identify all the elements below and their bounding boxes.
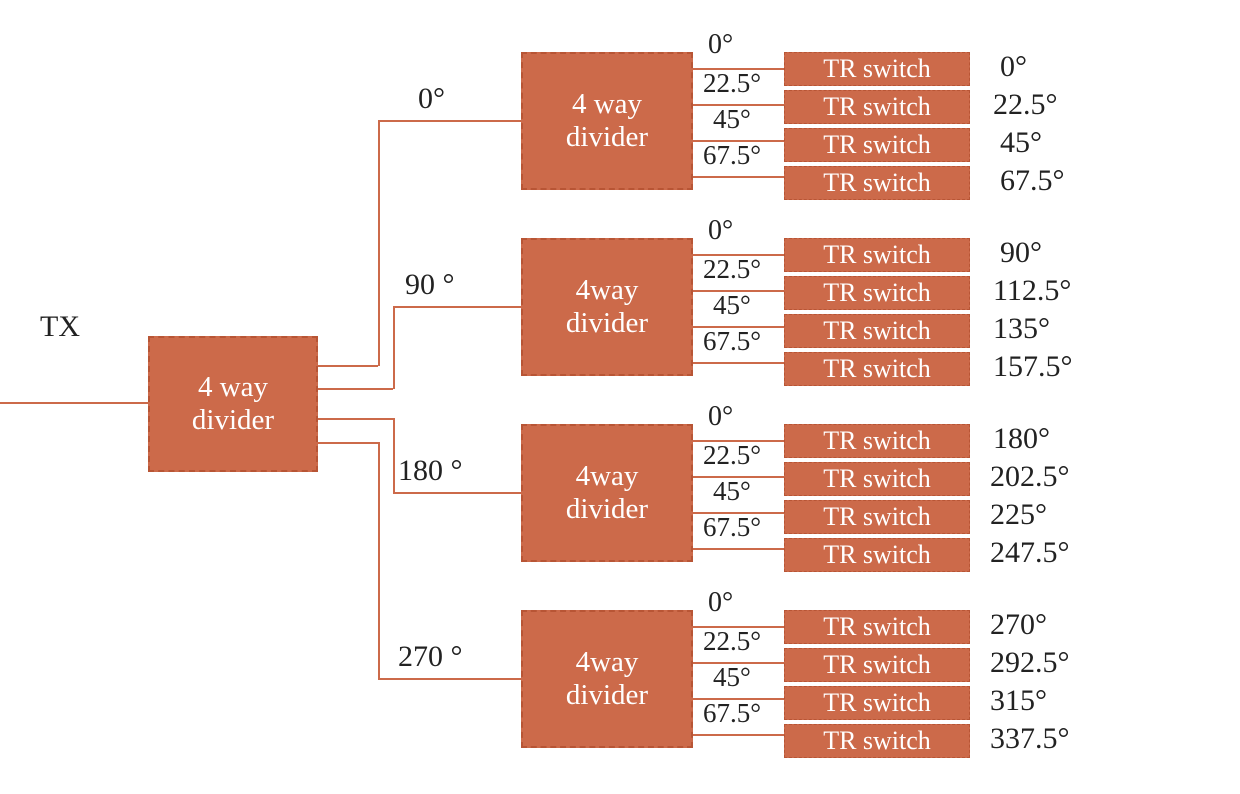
tr-switch-9: TR switch [784,462,970,496]
output-2: 45° [1000,126,1042,160]
output-3: 67.5° [1000,164,1065,198]
conn-l1-3-v [378,442,380,679]
tr-label: TR switch [823,168,931,198]
output-9: 202.5° [990,460,1070,494]
l2-3-ang-2: 45° [713,662,751,693]
output-1: 22.5° [993,88,1058,122]
tr-label: TR switch [823,540,931,570]
tr-label: TR switch [823,278,931,308]
tr-switch-11: TR switch [784,538,970,572]
level1-label: 4 way divider [192,371,274,438]
output-6: 135° [993,312,1050,346]
level2-divider-1: 4way divider [521,238,693,376]
input-label: TX [40,310,80,344]
tr-switch-10: TR switch [784,500,970,534]
tr-label: TR switch [823,426,931,456]
l2-0-ang-1: 22.5° [703,68,761,99]
level2-label-3: 4way divider [566,646,648,713]
conn-l1-1-v [393,306,395,389]
conn-l1-0-v [378,120,380,366]
tr-switch-4: TR switch [784,238,970,272]
tr-label: TR switch [823,650,931,680]
l1-angle-1: 90 ° [405,268,455,302]
l2-1-ang-0: 0° [708,215,733,247]
output-5: 112.5° [993,274,1071,308]
tr-switch-13: TR switch [784,648,970,682]
conn-l1-0-h1 [318,365,378,367]
l2-1-ang-1: 22.5° [703,254,761,285]
l1-angle-0: 0° [418,82,445,116]
conn-l1-3-h2 [378,678,521,680]
tr-label: TR switch [823,316,931,346]
l2-2-ang-1: 22.5° [703,440,761,471]
l2-0-ang-2: 45° [713,104,751,135]
conn-l1-1-h2 [393,306,521,308]
level2-label-2: 4way divider [566,460,648,527]
level2-label-0: 4 way divider [566,88,648,155]
output-8: 180° [993,422,1050,456]
l2-0-ang-0: 0° [708,29,733,61]
output-11: 247.5° [990,536,1070,570]
tr-switch-7: TR switch [784,352,970,386]
l2-1-ang-3: 67.5° [703,326,761,357]
tr-switch-6: TR switch [784,314,970,348]
l2-3-ang-0: 0° [708,587,733,619]
level2-divider-2: 4way divider [521,424,693,562]
l2-2-ang-3: 67.5° [703,512,761,543]
conn-l1-2-h2 [393,492,521,494]
l2-2-out-3 [693,548,784,550]
conn-l1-0-h2 [378,120,521,122]
tr-label: TR switch [823,502,931,532]
output-4: 90° [1000,236,1042,270]
output-15: 337.5° [990,722,1070,756]
tr-switch-0: TR switch [784,52,970,86]
l2-1-out-3 [693,362,784,364]
tr-switch-15: TR switch [784,724,970,758]
l2-0-out-3 [693,176,784,178]
output-0: 0° [1000,50,1027,84]
output-12: 270° [990,608,1047,642]
tr-switch-12: TR switch [784,610,970,644]
tr-label: TR switch [823,464,931,494]
output-13: 292.5° [990,646,1070,680]
tr-switch-3: TR switch [784,166,970,200]
tr-label: TR switch [823,92,931,122]
level2-divider-0: 4 way divider [521,52,693,190]
tr-label: TR switch [823,354,931,384]
l2-3-ang-3: 67.5° [703,698,761,729]
tr-switch-5: TR switch [784,276,970,310]
output-10: 225° [990,498,1047,532]
level1-divider: 4 way divider [148,336,318,472]
line-tx [0,402,148,404]
l1-angle-3: 270 ° [398,640,463,674]
level2-label-1: 4way divider [566,274,648,341]
tr-switch-8: TR switch [784,424,970,458]
l2-2-ang-0: 0° [708,401,733,433]
tr-label: TR switch [823,54,931,84]
conn-l1-3-h1 [318,442,378,444]
l2-0-ang-3: 67.5° [703,140,761,171]
tr-label: TR switch [823,726,931,756]
tr-switch-14: TR switch [784,686,970,720]
l2-3-out-3 [693,734,784,736]
l1-angle-2: 180 ° [398,454,463,488]
output-7: 157.5° [993,350,1073,384]
l2-1-ang-2: 45° [713,290,751,321]
output-14: 315° [990,684,1047,718]
conn-l1-1-h1 [318,388,393,390]
tr-label: TR switch [823,612,931,642]
conn-l1-2-h1 [318,418,393,420]
l2-2-ang-2: 45° [713,476,751,507]
tr-label: TR switch [823,240,931,270]
tr-label: TR switch [823,130,931,160]
l2-3-ang-1: 22.5° [703,626,761,657]
tr-switch-1: TR switch [784,90,970,124]
tr-switch-2: TR switch [784,128,970,162]
conn-l1-2-v [393,418,395,493]
tr-label: TR switch [823,688,931,718]
level2-divider-3: 4way divider [521,610,693,748]
